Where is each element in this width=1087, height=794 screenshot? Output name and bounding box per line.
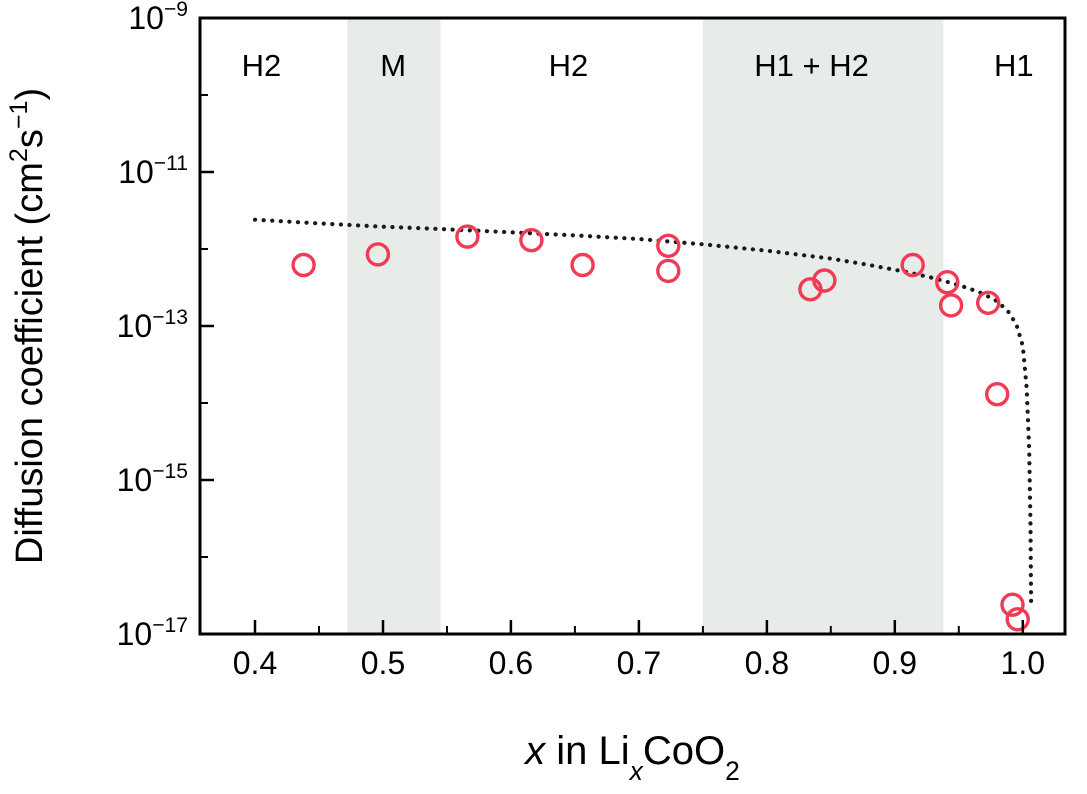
data-point-marker [656, 258, 681, 284]
data-point-marker [656, 233, 681, 259]
data-point-marker [365, 242, 391, 267]
y-tick-label: 10−9 [128, 0, 188, 36]
x-tick-label: 0.5 [361, 645, 405, 681]
x-tick-label: 0.4 [233, 645, 277, 681]
phase-label: H1 + H2 [754, 48, 869, 83]
x-axis-title: x in LixCoO2 [523, 729, 740, 786]
y-axis-title: Diffusion coefficient (cm2s−1) [5, 88, 51, 564]
data-point-marker [812, 268, 837, 293]
y-tick-label: 10−13 [117, 306, 188, 344]
x-tick-label: 0.7 [617, 645, 661, 681]
data-point-marker [976, 290, 1001, 315]
x-tick-label: 0.9 [873, 645, 917, 681]
data-point-marker [455, 224, 480, 249]
data-point-marker [935, 270, 960, 295]
y-tick-label: 10−11 [118, 152, 188, 190]
data-point-marker [900, 252, 925, 278]
phase-label: H2 [549, 48, 589, 83]
y-tick-label: 10−17 [117, 614, 188, 652]
data-point-marker [1005, 607, 1030, 632]
data-point-marker [985, 382, 1010, 407]
x-tick-label: 0.6 [489, 645, 533, 681]
data-point-marker [938, 293, 964, 318]
data-point-marker [570, 252, 595, 278]
phase-label: H1 [994, 48, 1034, 83]
phase-label: M [380, 48, 406, 83]
data-point-marker [519, 227, 544, 253]
phase-label: H2 [242, 48, 282, 83]
phase-region-shading [702, 18, 944, 634]
data-point-marker [291, 252, 316, 278]
x-tick-label: 1.0 [1001, 645, 1045, 681]
phase-region-shading [347, 18, 441, 634]
x-tick-label: 0.8 [745, 645, 789, 681]
y-tick-label: 10−15 [117, 460, 188, 498]
data-point-marker [1000, 592, 1025, 617]
